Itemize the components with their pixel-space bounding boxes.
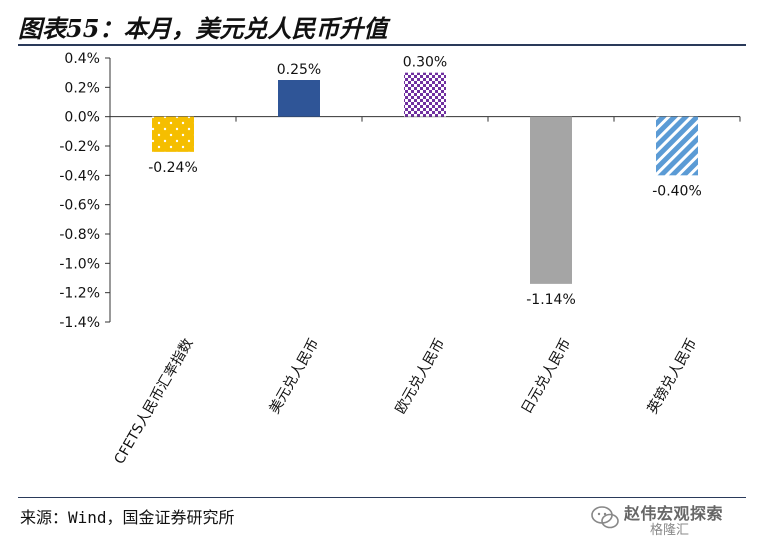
bar: [656, 116, 698, 176]
bar: [278, 80, 320, 117]
category-label: 欧元兑人民币: [393, 336, 449, 417]
category-label: 日元兑人民币: [519, 336, 575, 417]
data-label: -0.40%: [652, 183, 702, 199]
y-tick-label: 0.0%: [64, 110, 100, 126]
y-tick-label: -1.2%: [59, 286, 100, 302]
y-tick-label: -0.2%: [59, 139, 100, 155]
bar: [404, 72, 446, 117]
y-tick-label: 0.4%: [64, 51, 100, 67]
data-label: 0.30%: [403, 55, 447, 71]
y-tick-label: -0.4%: [59, 168, 100, 184]
wechat-icon: [591, 506, 619, 529]
data-label: -0.24%: [148, 160, 198, 176]
title-rule: [18, 44, 746, 46]
bar-chart: 0.4% 0.2% 0.0% -0.2% -0.4% -0.6% -0.8% -1.0% -1.…: [59, 51, 741, 468]
chart-title: 图表55：本月，美元兑人民币升值: [18, 14, 388, 43]
category-label: 美元兑人民币: [267, 336, 323, 417]
y-tick-label: 0.2%: [64, 80, 100, 96]
watermark: 赵伟宏观探索 格隆汇: [590, 499, 750, 538]
category-label: CFETS人民币汇率指数: [111, 336, 197, 468]
watermark-name: 赵伟宏观探索: [624, 504, 724, 523]
bar: [530, 116, 572, 284]
y-tick-label: -1.0%: [59, 256, 100, 272]
bar: [152, 116, 194, 152]
y-tick-label: -0.6%: [59, 198, 100, 214]
data-label: 0.25%: [277, 62, 321, 78]
watermark-sub: 格隆汇: [650, 523, 690, 538]
y-tick-label: -1.4%: [59, 315, 100, 331]
footer-rule: [18, 497, 746, 498]
y-tick-label: -0.8%: [59, 227, 100, 243]
source-note: 来源：Wind，国金证券研究所: [20, 508, 235, 527]
data-label: -1.14%: [526, 292, 576, 308]
title-bar: 图表55：本月，美元兑人民币升值: [0, 0, 762, 48]
category-label: 英镑兑人民币: [644, 336, 701, 417]
